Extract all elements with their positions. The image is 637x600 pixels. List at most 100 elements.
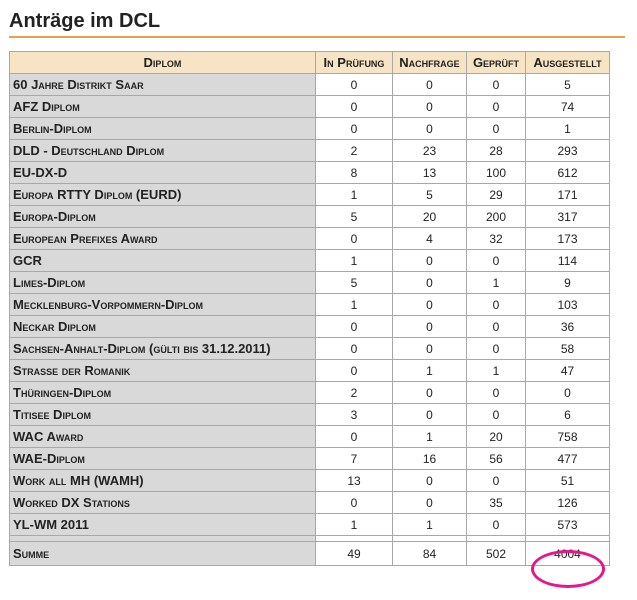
in-pruefung-cell: 0	[315, 227, 393, 250]
in-pruefung-cell: 0	[315, 315, 393, 338]
award-name: YL-WM 2011	[9, 513, 316, 536]
column-header-ausgestellt: Ausgestellt	[525, 51, 610, 74]
geprueft-cell: 0	[466, 249, 526, 272]
in-pruefung-cell: 8	[315, 161, 393, 184]
summary-label: Summe	[9, 541, 316, 566]
summary-geprueft: 502	[466, 541, 526, 566]
table-row: Thüringen-Diplom 2 0 0 0	[9, 381, 610, 404]
geprueft-cell: 0	[466, 293, 526, 316]
award-name: WAE-Diplom	[9, 447, 316, 470]
nachfrage-cell: 16	[392, 447, 467, 470]
award-applications-table: Diplom In Prüfung Nachfrage Geprüft Ausg…	[9, 51, 610, 566]
nachfrage-cell: 1	[392, 359, 467, 382]
geprueft-cell: 1	[466, 359, 526, 382]
in-pruefung-cell: 2	[315, 381, 393, 404]
table-row: Mecklenburg-Vorpommern-Diplom 1 0 0 103	[9, 293, 610, 316]
geprueft-cell: 0	[466, 117, 526, 140]
nachfrage-cell: 0	[392, 271, 467, 294]
summary-row: Summe 49 84 502 4004	[9, 541, 610, 566]
ausgestellt-cell: 36	[525, 315, 610, 338]
geprueft-cell: 0	[466, 469, 526, 492]
table-row: Strasse der Romanik 0 1 1 47	[9, 359, 610, 382]
ausgestellt-cell: 173	[525, 227, 610, 250]
table-row: Worked DX Stations 0 0 35 126	[9, 491, 610, 514]
in-pruefung-cell: 1	[315, 513, 393, 536]
geprueft-cell: 56	[466, 447, 526, 470]
ausgestellt-cell: 114	[525, 249, 610, 272]
geprueft-cell: 200	[466, 205, 526, 228]
ausgestellt-cell: 47	[525, 359, 610, 382]
nachfrage-cell: 1	[392, 425, 467, 448]
nachfrage-cell: 0	[392, 491, 467, 514]
award-name: WAC Award	[9, 425, 316, 448]
award-name: Worked DX Stations	[9, 491, 316, 514]
in-pruefung-cell: 1	[315, 293, 393, 316]
in-pruefung-cell: 7	[315, 447, 393, 470]
ausgestellt-cell: 612	[525, 161, 610, 184]
nachfrage-cell: 0	[392, 337, 467, 360]
in-pruefung-cell: 0	[315, 337, 393, 360]
in-pruefung-cell: 0	[315, 425, 393, 448]
award-name: 60 Jahre Distrikt Saar	[9, 73, 316, 96]
ausgestellt-cell: 0	[525, 381, 610, 404]
award-name: EU-DX-D	[9, 161, 316, 184]
award-name: Sachsen-Anhalt-Diplom (gülti bis 31.12.2…	[9, 337, 316, 360]
table-row: Neckar Diplom 0 0 0 36	[9, 315, 610, 338]
nachfrage-cell: 0	[392, 73, 467, 96]
award-name: Europa RTTY Diplom (EURD)	[9, 183, 316, 206]
nachfrage-cell: 0	[392, 403, 467, 426]
ausgestellt-cell: 103	[525, 293, 610, 316]
ausgestellt-cell: 293	[525, 139, 610, 162]
ausgestellt-cell: 74	[525, 95, 610, 118]
in-pruefung-cell: 0	[315, 73, 393, 96]
award-name: Berlin-Diplom	[9, 117, 316, 140]
award-name: DLD - Deutschland Diplom	[9, 139, 316, 162]
geprueft-cell: 28	[466, 139, 526, 162]
table-row: AFZ Diplom 0 0 0 74	[9, 95, 610, 118]
summary-ausgestellt: 4004	[525, 541, 610, 566]
table-header-row: Diplom In Prüfung Nachfrage Geprüft Ausg…	[9, 51, 610, 74]
in-pruefung-cell: 2	[315, 139, 393, 162]
geprueft-cell: 29	[466, 183, 526, 206]
geprueft-cell: 0	[466, 403, 526, 426]
column-header-in-pruefung: In Prüfung	[315, 51, 393, 74]
table-row: Titisee Diplom 3 0 0 6	[9, 403, 610, 426]
nachfrage-cell: 13	[392, 161, 467, 184]
table-row: WAC Award 0 1 20 758	[9, 425, 610, 448]
nachfrage-cell: 0	[392, 95, 467, 118]
geprueft-cell: 32	[466, 227, 526, 250]
table-row: WAE-Diplom 7 16 56 477	[9, 447, 610, 470]
table-row: Europa RTTY Diplom (EURD) 1 5 29 171	[9, 183, 610, 206]
table-row: DLD - Deutschland Diplom 2 23 28 293	[9, 139, 610, 162]
award-name: AFZ Diplom	[9, 95, 316, 118]
geprueft-cell: 0	[466, 315, 526, 338]
nachfrage-cell: 5	[392, 183, 467, 206]
ausgestellt-cell: 573	[525, 513, 610, 536]
table-row: Sachsen-Anhalt-Diplom (gülti bis 31.12.2…	[9, 337, 610, 360]
award-name: Neckar Diplom	[9, 315, 316, 338]
nachfrage-cell: 0	[392, 117, 467, 140]
geprueft-cell: 35	[466, 491, 526, 514]
award-name: Thüringen-Diplom	[9, 381, 316, 404]
summary-nachfrage: 84	[392, 541, 467, 566]
in-pruefung-cell: 1	[315, 249, 393, 272]
table-row: Europa-Diplom 5 20 200 317	[9, 205, 610, 228]
table-row: EU-DX-D 8 13 100 612	[9, 161, 610, 184]
nachfrage-cell: 1	[392, 513, 467, 536]
nachfrage-cell: 23	[392, 139, 467, 162]
nachfrage-cell: 4	[392, 227, 467, 250]
ausgestellt-cell: 51	[525, 469, 610, 492]
table-row: Limes-Diplom 5 0 1 9	[9, 271, 610, 294]
award-name: Limes-Diplom	[9, 271, 316, 294]
geprueft-cell: 0	[466, 337, 526, 360]
ausgestellt-cell: 6	[525, 403, 610, 426]
in-pruefung-cell: 0	[315, 359, 393, 382]
table-row: Berlin-Diplom 0 0 0 1	[9, 117, 610, 140]
award-name: GCR	[9, 249, 316, 272]
nachfrage-cell: 0	[392, 249, 467, 272]
in-pruefung-cell: 5	[315, 205, 393, 228]
ausgestellt-cell: 9	[525, 271, 610, 294]
nachfrage-cell: 0	[392, 469, 467, 492]
table-row: 60 Jahre Distrikt Saar 0 0 0 5	[9, 73, 610, 96]
award-name: Titisee Diplom	[9, 403, 316, 426]
